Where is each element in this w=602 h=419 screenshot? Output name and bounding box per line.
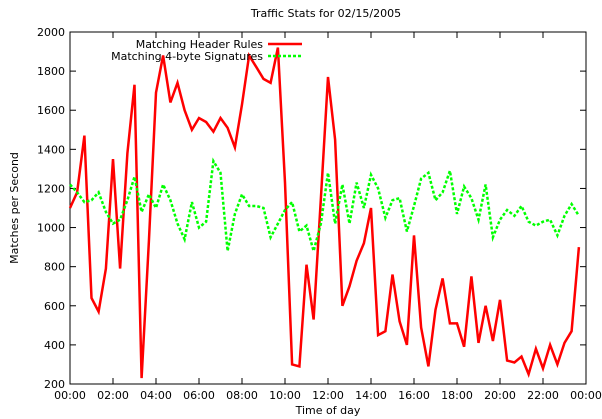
x-tick-label: 00:00 bbox=[54, 389, 86, 402]
x-tick-label: 14:00 bbox=[355, 389, 387, 402]
x-tick-label: 22:00 bbox=[527, 389, 559, 402]
x-tick-label: 18:00 bbox=[441, 389, 473, 402]
x-tick-label: 08:00 bbox=[226, 389, 258, 402]
x-axis-label: Time of day bbox=[295, 404, 361, 417]
x-tick-label: 04:00 bbox=[140, 389, 172, 402]
x-tick-label: 06:00 bbox=[183, 389, 215, 402]
x-tick-label: 00:00 bbox=[570, 389, 602, 402]
y-axis-ticks: 200 400 600 800 1000 1200 1400 1600 1800 2000 bbox=[37, 26, 586, 391]
y-tick-label: 1200 bbox=[37, 182, 65, 195]
chart-title: Traffic Stats for 02/15/2005 bbox=[250, 7, 401, 20]
y-tick-label: 1600 bbox=[37, 104, 65, 117]
y-tick-label: 200 bbox=[44, 378, 65, 391]
y-tick-label: 1800 bbox=[37, 65, 65, 78]
series-lines bbox=[68, 47, 581, 379]
y-tick-label: 800 bbox=[44, 261, 65, 274]
x-tick-label: 10:00 bbox=[269, 389, 301, 402]
series-line-1 bbox=[68, 47, 581, 379]
x-axis-ticks: 00:00 02:00 04:00 06:00 08:00 10:00 12:00 14:00… bbox=[54, 32, 602, 402]
legend-label: Matching Header Rules bbox=[136, 38, 264, 51]
y-tick-label: 600 bbox=[44, 300, 65, 313]
y-tick-label: 400 bbox=[44, 339, 65, 352]
y-tick-label: 2000 bbox=[37, 26, 65, 39]
legend-label: Matching 4-byte Signatures bbox=[111, 50, 263, 63]
x-tick-label: 12:00 bbox=[312, 389, 344, 402]
x-tick-label: 02:00 bbox=[97, 389, 129, 402]
series-line-2 bbox=[69, 157, 580, 256]
y-axis-label: Matches per Second bbox=[8, 152, 21, 264]
x-tick-label: 16:00 bbox=[398, 389, 430, 402]
y-tick-label: 1000 bbox=[37, 222, 65, 235]
y-tick-label: 1400 bbox=[37, 143, 65, 156]
x-tick-label: 20:00 bbox=[484, 389, 516, 402]
